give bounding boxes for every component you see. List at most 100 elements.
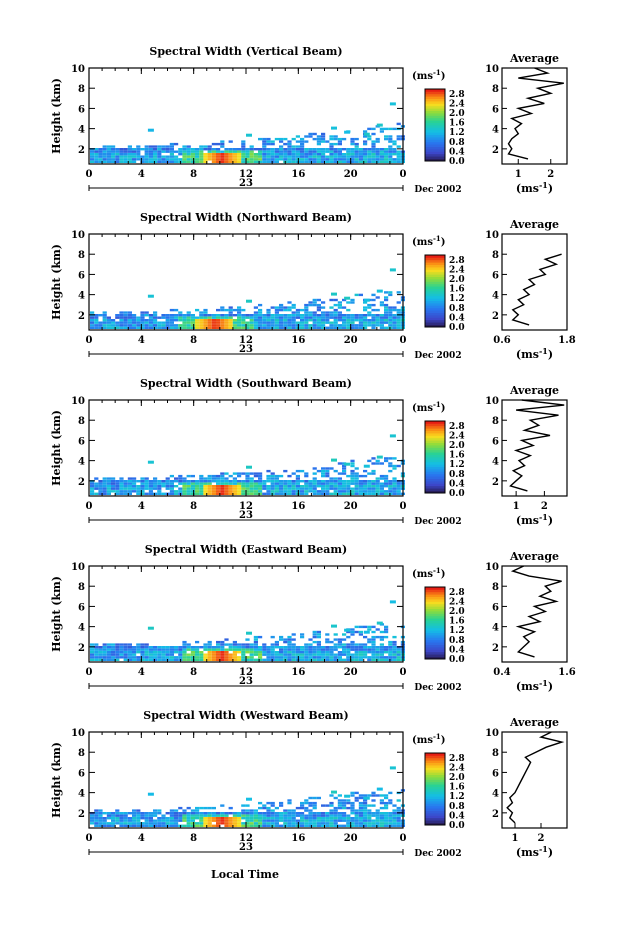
colorbar-segment xyxy=(425,796,445,799)
heatmap-cell xyxy=(182,653,187,656)
avg-x-tick-label: 1.8 xyxy=(558,335,575,346)
heatmap-cell xyxy=(363,485,368,488)
heatmap-cell xyxy=(106,153,111,156)
heatmap-cell xyxy=(182,492,187,495)
heatmap-cell xyxy=(102,482,107,485)
heatmap-cell xyxy=(111,648,116,651)
heatmap-cell xyxy=(329,467,334,470)
heatmap-cell xyxy=(321,301,326,304)
heatmap-cell xyxy=(337,316,342,319)
x-tick-label: 16 xyxy=(291,833,305,844)
colorbar-tick-label: 2.8 xyxy=(449,256,465,266)
heatmap-cell xyxy=(329,298,334,302)
heatmap-cell xyxy=(258,824,263,827)
heatmap-cell xyxy=(241,822,246,825)
heatmap-cell xyxy=(186,648,191,651)
heatmap-cell xyxy=(304,306,309,309)
heatmap-cell xyxy=(312,148,317,151)
heatmap-cell xyxy=(321,812,326,815)
heatmap-cell xyxy=(371,651,376,654)
heatmap-cell xyxy=(228,653,233,656)
heatmap-cell xyxy=(249,651,254,654)
heatmap-cell xyxy=(262,822,267,825)
heatmap-cell xyxy=(295,485,300,488)
heatmap-cell xyxy=(216,814,221,817)
heatmap-cell xyxy=(342,806,347,810)
heatmap-cell xyxy=(186,822,191,825)
heatmap-cell xyxy=(279,482,284,485)
heatmap-cell xyxy=(384,819,389,822)
heatmap-cell xyxy=(148,824,153,827)
heatmap-cell xyxy=(253,814,258,817)
heatmap-cell xyxy=(165,314,170,317)
heatmap-cell xyxy=(384,658,389,661)
heatmap-cell xyxy=(300,469,305,473)
heatmap-cell xyxy=(367,319,372,322)
heatmap-cell xyxy=(123,316,128,319)
heatmap-cell xyxy=(308,822,313,825)
heatmap-cell xyxy=(287,824,292,827)
colorbar-segment xyxy=(425,271,445,275)
heatmap-cell xyxy=(106,145,111,148)
heatmap-cell xyxy=(144,485,149,488)
heatmap-cell xyxy=(342,153,347,156)
heatmap-cell xyxy=(186,492,191,495)
x-tick-label: 4 xyxy=(138,335,145,346)
heatmap-cell xyxy=(211,487,216,490)
heatmap-cell xyxy=(379,651,384,654)
heatmap-cell xyxy=(312,324,317,327)
colorbar-segment xyxy=(425,96,445,99)
heatmap-cell xyxy=(144,319,149,322)
heatmap-cell xyxy=(199,485,204,488)
colorbar-unit: (ms-1) xyxy=(412,566,445,580)
heatmap-cell xyxy=(207,150,212,153)
heatmap-cell xyxy=(363,150,368,153)
heatmap-cell xyxy=(333,135,338,138)
heatmap-cell xyxy=(216,812,221,815)
colorbar-segment xyxy=(425,623,445,626)
heatmap-cell xyxy=(304,482,309,485)
heatmap-cell xyxy=(367,155,372,158)
heatmap-cell xyxy=(266,819,271,822)
heatmap-cell xyxy=(270,804,275,807)
heatmap-cell xyxy=(102,324,107,327)
heatmap-cell xyxy=(148,155,153,158)
heatmap-cell xyxy=(148,814,153,817)
heatmap-cell xyxy=(140,656,145,659)
heatmap-cell xyxy=(342,324,347,327)
heatmap-cell xyxy=(132,824,137,827)
heatmap-cell xyxy=(304,153,309,156)
heatmap-cell xyxy=(148,817,153,820)
heatmap-cell xyxy=(384,625,389,629)
heatmap-cell xyxy=(274,321,279,324)
colorbar-segment xyxy=(425,428,445,431)
heatmap-cell xyxy=(211,480,216,483)
heatmap-cell xyxy=(270,474,275,478)
heatmap-cell xyxy=(140,321,145,324)
heatmap-cell xyxy=(287,485,292,488)
heatmap-cell xyxy=(266,822,271,825)
heatmap-cell xyxy=(342,148,347,151)
heatmap-cell xyxy=(371,150,376,153)
heatmap-cell xyxy=(287,150,292,153)
y-tick-label: 2 xyxy=(78,477,85,488)
heatmap-cell xyxy=(396,316,401,319)
heatmap-cell xyxy=(94,492,99,495)
heatmap-cell xyxy=(316,656,321,659)
heatmap-cell xyxy=(216,148,221,151)
heatmap-cell xyxy=(157,653,162,656)
heatmap-cell xyxy=(384,311,389,314)
average-x-label: (ms-1) xyxy=(516,678,553,693)
heatmap-cell xyxy=(316,817,321,820)
colorbar-tick-label: 0.8 xyxy=(449,470,465,480)
heatmap-cell xyxy=(123,158,128,161)
heatmap-cell xyxy=(300,326,305,329)
colorbar-segment xyxy=(425,608,445,612)
heatmap-cell xyxy=(304,646,309,649)
heatmap-cell xyxy=(165,319,170,322)
heatmap-cell xyxy=(211,142,216,146)
heatmap-cell xyxy=(245,492,250,495)
heatmap-cell xyxy=(115,314,120,317)
heatmap-cell xyxy=(211,148,216,151)
avg-y-tick-label: 4 xyxy=(492,291,499,302)
